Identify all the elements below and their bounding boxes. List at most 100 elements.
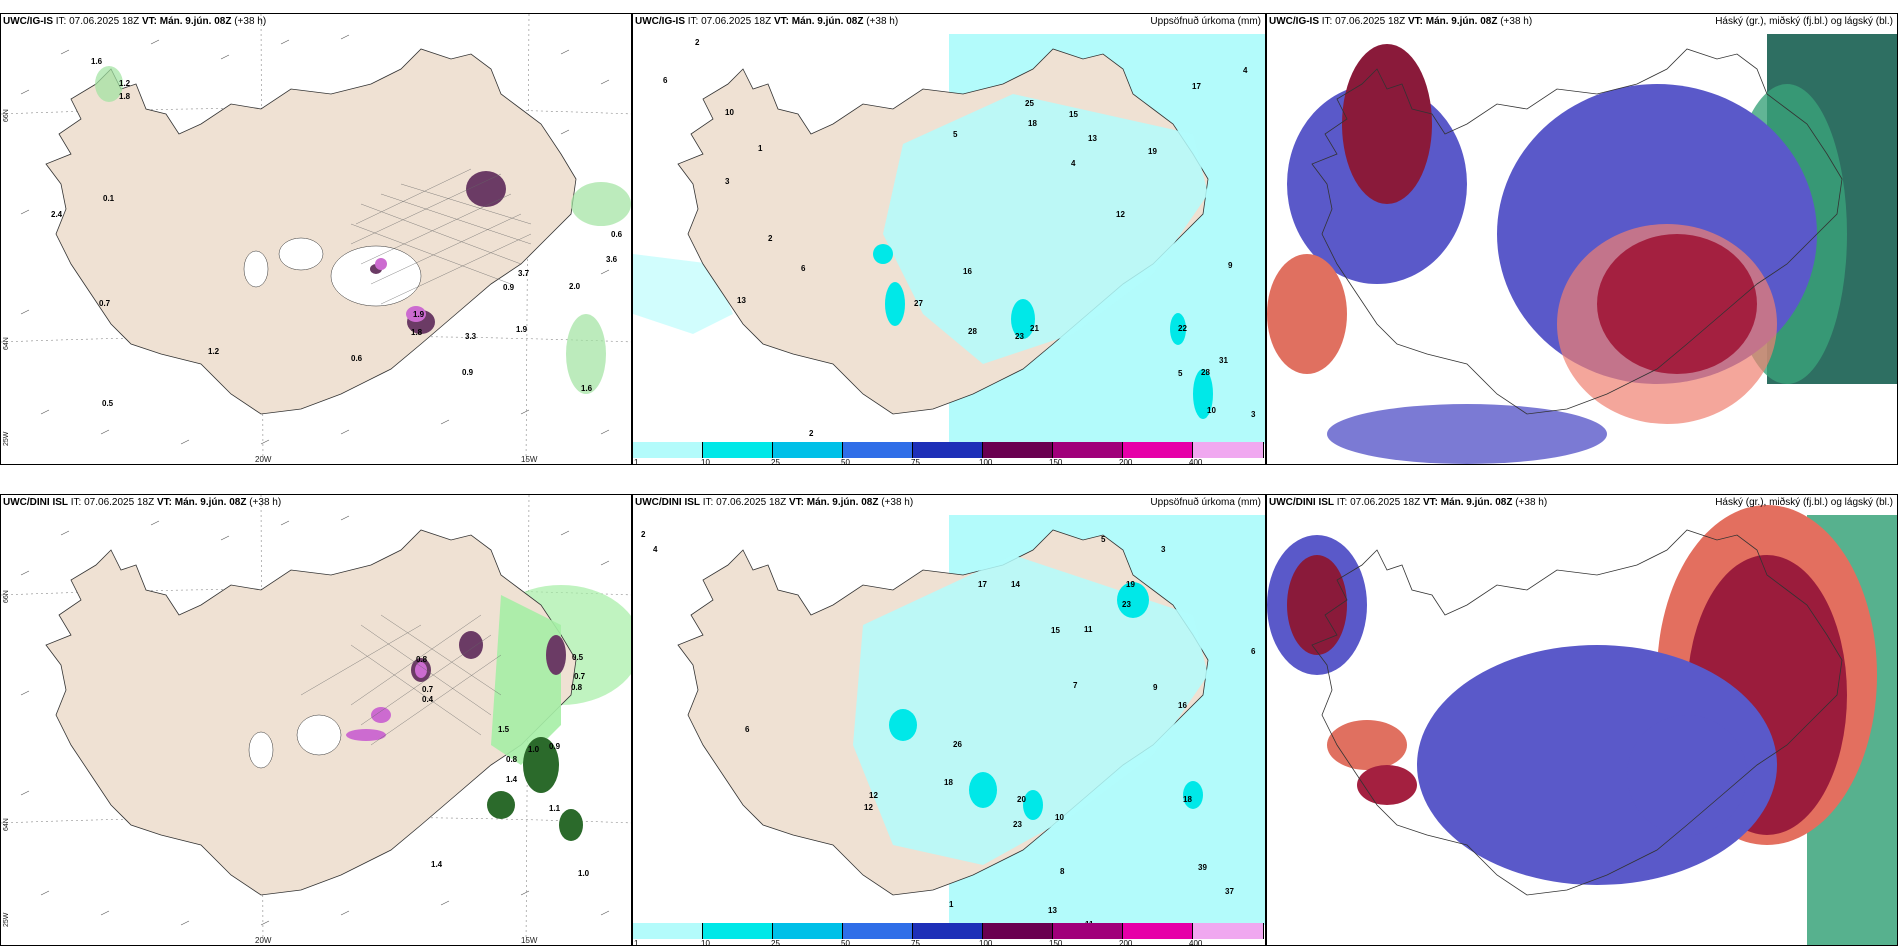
colorbar-segment [843, 923, 913, 939]
panel-title: UWC/DINI ISL IT: 07.06.2025 18Z VT: Mán.… [3, 497, 282, 508]
precip-map-panel-bottom: UWC/DINI ISL IT: 07.06.2025 18Z VT: Mán.… [632, 494, 1266, 946]
colorbar-segment [703, 923, 773, 939]
lat-64n-label: 64N [3, 818, 10, 831]
precip-value: 13 [737, 296, 746, 305]
colorbar-segment [1193, 923, 1264, 939]
wind-value: 1.9 [413, 310, 425, 319]
precip-value: 18 [944, 778, 953, 787]
precip-value: 7 [1073, 681, 1078, 690]
colorbar-tick: 200 [1119, 939, 1133, 946]
colorbar-segment [843, 442, 913, 458]
precip-value: 2 [768, 234, 773, 243]
precip-value: 13 [1048, 906, 1057, 915]
wind-value: 1.2 [208, 347, 220, 356]
precip-value: 25 [1025, 99, 1034, 108]
precip-value: 4 [1071, 159, 1076, 168]
lon-25w-label: 25W [3, 431, 10, 446]
precip-value: 20 [1017, 795, 1026, 804]
lat-66n-label: 66N [3, 590, 10, 603]
precip-value: 27 [914, 299, 923, 308]
precip-value: 11 [1084, 625, 1093, 634]
wind-value: 3.6 [606, 255, 618, 264]
precip-value: 39 [1198, 863, 1207, 872]
precip-value: 9 [1153, 683, 1158, 692]
precip-value: 18 [1028, 119, 1037, 128]
lon-15w-label: 15W [521, 936, 538, 945]
precip-value: 12 [869, 791, 878, 800]
wind-map-panel-top: UWC/IG-IS IT: 07.06.2025 18Z VT: Mán. 9.… [0, 13, 632, 465]
precip-value: 14 [1011, 580, 1020, 589]
colorbar-segment [983, 923, 1053, 939]
precip-value: 10 [1207, 406, 1216, 415]
wind-value: 1.0 [528, 745, 540, 754]
wind-map-panel-bottom: UWC/DINI ISL IT: 07.06.2025 18Z VT: Mán.… [0, 494, 632, 946]
precip-value: 10 [1055, 813, 1064, 822]
panel-subtitle: Háský (gr.), miðský (fj.bl.) og lágský (… [1715, 497, 1893, 508]
lon-20w-label: 20W [255, 936, 272, 945]
cloud-map-panel-bottom: UWC/DINI ISL IT: 07.06.2025 18Z VT: Mán.… [1266, 494, 1898, 946]
precip-value: 13 [1088, 134, 1097, 143]
wind-value: 0.5 [572, 653, 584, 662]
precip-value: 1 [758, 144, 763, 153]
precip-value: 17 [978, 580, 987, 589]
wind-value: 1.5 [498, 725, 510, 734]
precip-value: 15 [1051, 626, 1060, 635]
colorbar-tick: 150 [1049, 458, 1063, 465]
colorbar-segment [703, 442, 773, 458]
colorbar-tick: 75 [911, 939, 920, 946]
precip-value: 28 [968, 327, 977, 336]
colorbar-tick: 400 [1189, 458, 1203, 465]
precip-value: 12 [1116, 210, 1125, 219]
wind-value: 0.9 [549, 742, 561, 751]
wind-value: 1.9 [516, 325, 528, 334]
iceland-landmass [45, 529, 577, 896]
precip-value: 15 [1069, 110, 1078, 119]
precip-value: 2 [695, 38, 700, 47]
precip-colorbar: 1 10 25 50 75 100 150 200 400 [633, 442, 1264, 464]
wind-value: 1.6 [91, 57, 103, 66]
precip-value: 16 [1178, 701, 1187, 710]
wind-value: 1.2 [119, 79, 131, 88]
wind-map [1, 495, 631, 945]
panel-subtitle: Háský (gr.), miðský (fj.bl.) og lágský (… [1715, 16, 1893, 27]
panel-title: UWC/DINI ISL IT: 07.06.2025 18Z VT: Mán.… [1269, 497, 1548, 508]
precip-value: 26 [953, 740, 962, 749]
colorbar-segment [773, 923, 843, 939]
lat-64n-label: 64N [3, 337, 10, 350]
colorbar-tick: 100 [979, 458, 993, 465]
colorbar-tick: 150 [1049, 939, 1063, 946]
colorbar-segment [913, 442, 983, 458]
wind-value: 0.7 [422, 685, 434, 694]
wind-value: 0.7 [99, 299, 111, 308]
precip-value: 6 [663, 76, 668, 85]
colorbar-tick: 10 [701, 458, 710, 465]
wind-value: 0.6 [351, 354, 363, 363]
wind-value: 1.1 [549, 804, 561, 813]
wind-value: 1.4 [506, 775, 518, 784]
precip-value: 10 [725, 108, 734, 117]
wind-value: 0.6 [611, 230, 623, 239]
wind-value: 0.5 [102, 399, 114, 408]
precip-value: 2 [641, 530, 646, 539]
precip-value: 23 [1122, 600, 1131, 609]
precip-value: 1 [949, 900, 954, 909]
precip-value: 4 [653, 545, 658, 554]
wind-map [1, 14, 631, 464]
precip-value: 37 [1225, 887, 1234, 896]
colorbar-segment [1193, 442, 1264, 458]
precip-value: 12 [864, 803, 873, 812]
colorbar-tick: 200 [1119, 458, 1133, 465]
wind-value: 0.8 [416, 655, 428, 664]
panel-title: UWC/DINI ISL IT: 07.06.2025 18Z VT: Mán.… [635, 497, 914, 508]
precip-map [677, 515, 1265, 925]
panel-title: UWC/IG-IS IT: 07.06.2025 18Z VT: Mán. 9.… [635, 16, 899, 27]
colorbar-tick: 50 [841, 458, 850, 465]
colorbar-segment [633, 923, 703, 939]
colorbar-tick: 25 [771, 939, 780, 946]
colorbar-tick: 50 [841, 939, 850, 946]
precip-value: 19 [1148, 147, 1157, 156]
lon-25w-label: 25W [3, 912, 10, 927]
precip-value: 17 [1192, 82, 1201, 91]
wind-value: 1.0 [578, 869, 590, 878]
precip-value: 18 [1183, 795, 1192, 804]
